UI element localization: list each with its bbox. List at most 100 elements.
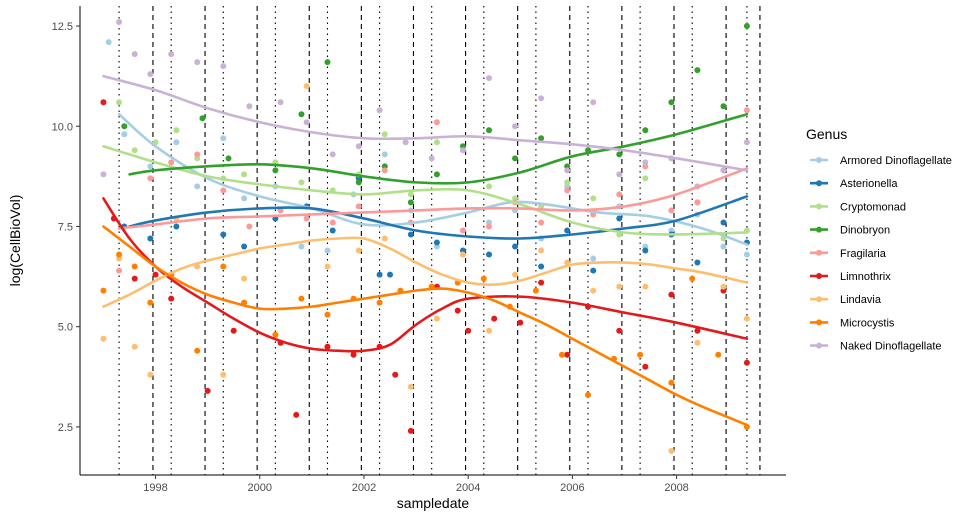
x-axis-title: sampledate <box>397 495 470 511</box>
data-point <box>376 107 383 114</box>
data-point <box>298 243 305 250</box>
data-point <box>668 291 675 298</box>
data-point <box>743 139 750 146</box>
legend-item: Microcystis <box>810 317 895 329</box>
data-point <box>147 71 154 78</box>
legend-item: Limnothrix <box>810 271 891 283</box>
data-point <box>616 191 623 198</box>
data-point <box>116 251 123 258</box>
data-point <box>173 139 180 146</box>
data-point <box>720 243 727 250</box>
data-point <box>433 119 440 126</box>
data-point <box>116 99 123 106</box>
data-point <box>376 271 383 278</box>
legend-label: Limnothrix <box>840 271 891 283</box>
data-point <box>204 387 211 394</box>
data-point <box>121 123 128 130</box>
data-point <box>168 51 175 58</box>
y-tick-label: 10.0 <box>52 121 73 133</box>
axes: 1998 2000 2002 2004 2006 2008 2.5 5.0 7.5 10.0 12… <box>52 6 786 494</box>
data-point <box>486 327 493 334</box>
data-point <box>329 219 336 226</box>
data-point <box>324 311 331 318</box>
data-point <box>743 23 750 30</box>
x-tick-label: 2002 <box>352 482 376 494</box>
data-point <box>246 223 253 230</box>
data-point <box>147 163 154 170</box>
y-ticks: 2.5 5.0 7.5 10.0 12.5 <box>52 21 80 434</box>
data-point <box>147 175 154 182</box>
data-point <box>272 331 279 338</box>
data-point <box>512 155 519 162</box>
data-point <box>241 171 248 178</box>
data-point <box>743 107 750 114</box>
y-tick-label: 12.5 <box>52 21 73 33</box>
data-point <box>642 247 649 254</box>
data-point <box>743 315 750 322</box>
data-point <box>590 267 597 274</box>
legend-label: Dinobryon <box>840 225 890 237</box>
data-point <box>220 63 227 70</box>
data-point <box>642 363 649 370</box>
data-point <box>486 127 493 134</box>
x-tick-label: 2008 <box>664 482 688 494</box>
data-point <box>585 391 592 398</box>
data-point <box>694 67 701 74</box>
data-point <box>131 343 138 350</box>
data-point <box>642 127 649 134</box>
data-point <box>480 275 487 282</box>
legend-item: Naked Dinoflagellate <box>810 341 942 353</box>
data-point <box>642 283 649 290</box>
data-point <box>512 243 519 250</box>
data-point <box>590 99 597 106</box>
data-point <box>147 371 154 378</box>
data-point <box>694 339 701 346</box>
data-point <box>720 167 727 174</box>
data-point <box>720 103 727 110</box>
data-point <box>387 271 394 278</box>
data-point <box>538 135 545 142</box>
smooth-line <box>117 112 749 246</box>
data-point <box>564 259 571 266</box>
legend-key-point <box>816 273 822 279</box>
data-point <box>376 299 383 306</box>
smooth-line <box>117 167 749 230</box>
data-point <box>407 427 414 434</box>
legend: Genus Armored Dinoflagellate Asterionella… <box>806 126 952 353</box>
data-point <box>564 179 571 186</box>
data-point <box>590 195 597 202</box>
data-point <box>616 151 623 158</box>
data-point <box>220 135 227 142</box>
data-point <box>616 171 623 178</box>
legend-item: Armored Dinoflagellate <box>810 155 952 167</box>
data-point <box>100 171 107 178</box>
data-point <box>558 351 565 358</box>
data-point <box>407 231 414 238</box>
smooth-lines <box>102 74 749 427</box>
y-tick-label: 2.5 <box>58 422 73 434</box>
legend-key-point <box>816 180 822 187</box>
data-point <box>131 147 138 154</box>
data-point <box>407 191 414 198</box>
data-point <box>324 59 331 66</box>
data-point <box>241 195 248 202</box>
data-point <box>564 351 571 358</box>
data-point <box>355 179 362 186</box>
data-point <box>194 347 201 354</box>
data-point <box>298 179 305 186</box>
smooth-line <box>102 197 749 353</box>
data-point <box>694 327 701 334</box>
data-point <box>293 411 300 418</box>
data-point <box>564 187 571 194</box>
legend-key-point <box>816 249 822 256</box>
data-point <box>105 39 112 46</box>
legend-item: Fragilaria <box>810 248 887 260</box>
data-point <box>168 295 175 302</box>
legend-key-point <box>816 203 822 210</box>
data-point <box>743 359 750 366</box>
data-point <box>324 263 331 270</box>
data-point <box>194 59 201 66</box>
data-point <box>564 227 571 234</box>
smooth-line <box>128 112 749 185</box>
data-point <box>642 175 649 182</box>
